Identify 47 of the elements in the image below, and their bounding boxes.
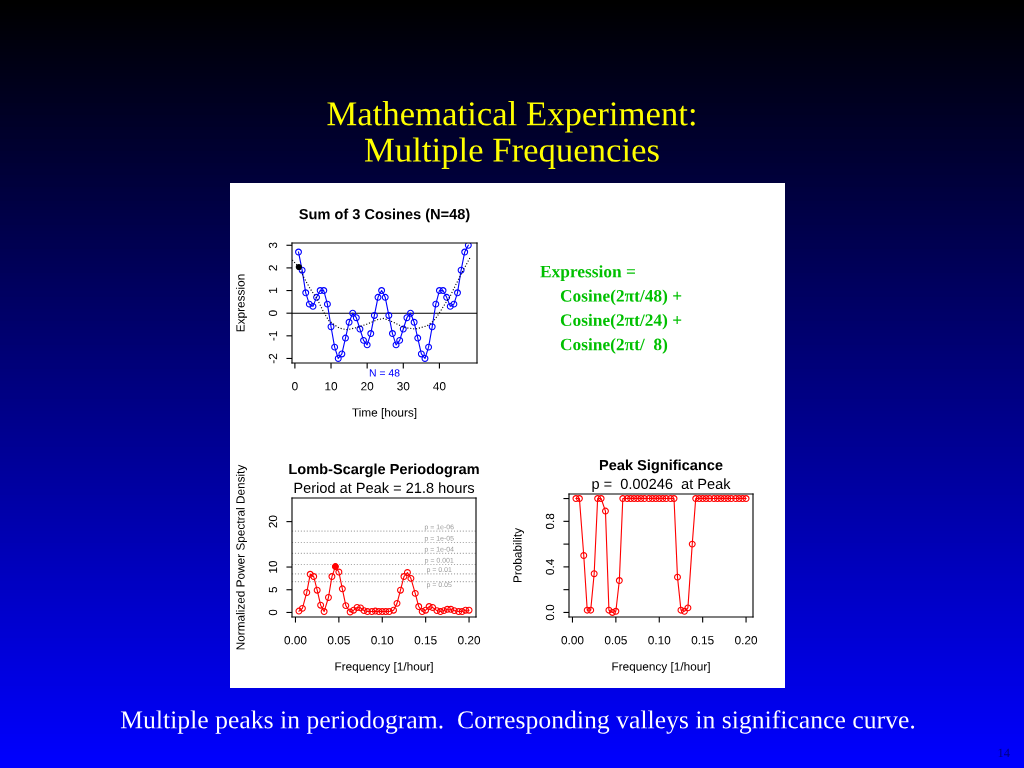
text: Cosine(2πt/ 8) [560,338,668,354]
x-tick-label: 0.15 [691,636,714,645]
x-axis-title: Time [hours] [352,408,417,419]
x-axis-title: Frequency [1/hour] [335,662,433,673]
chart-title: Sum of 3 Cosines (N=48) [299,208,470,223]
y-tick-label: -1 [268,331,278,341]
x-tick-label: 0.20 [458,636,481,645]
text: Cosine(2πt/48) + [560,289,682,306]
x-tick-label: 0 [292,382,298,391]
x-axis-title: Frequency [1/hour] [612,662,710,673]
x-tick-label: 0.00 [561,636,584,645]
y-tick-label: 0 [268,310,278,317]
x-tick-label: 0.15 [414,636,437,645]
y-tick-label: -2 [268,353,278,364]
y-tick-label: 20 [268,515,278,528]
y-tick-label: 5 [268,586,278,593]
y-tick-label: 0.0 [545,604,555,621]
y-tick-label: 0 [268,609,278,616]
y-tick-label: 3 [268,242,278,249]
text: Mathematical Experiment: Multiple Frequencies [327,101,695,169]
x-tick-label: 40 [433,382,446,391]
chart-subtitle: p = 0.00246 at Peak [592,478,731,492]
x-tick-label: 20 [361,382,374,391]
text: Multiple peaks in periodogram. Corresponding valleys in significance curve. [120,710,915,734]
y-axis-title: Expression [235,274,247,332]
y-tick-label: 0.4 [545,559,555,575]
y-tick-label: 1 [268,287,278,293]
chart-subtitle: Period at Peak = 21.8 hours [294,482,475,494]
y-tick-label: 2 [268,265,278,271]
x-tick-label: 0.05 [327,636,350,645]
x-tick-label: 10 [325,382,338,391]
y-axis-title: Probability [512,527,524,583]
y-tick-label: 10 [268,560,278,573]
y-tick-label: 0.8 [545,513,555,530]
x-tick-label: 0.20 [735,636,758,645]
text: N = 48 [369,369,400,377]
x-tick-label: 0.10 [648,636,671,645]
y-axis-title: Normalized Power Spectral Density [235,464,247,650]
x-tick-label: 30 [397,382,410,391]
text: Cosine(2πt/24) + [560,313,682,330]
chart-title: Peak Significance [599,459,723,474]
chart-title: Lomb-Scargle Periodogram [289,463,479,478]
text: Expression = [540,265,635,281]
text: 14 [998,748,1010,758]
x-tick-label: 0.00 [284,636,307,645]
x-tick-label: 0.10 [371,636,394,645]
x-tick-label: 0.05 [604,636,627,645]
